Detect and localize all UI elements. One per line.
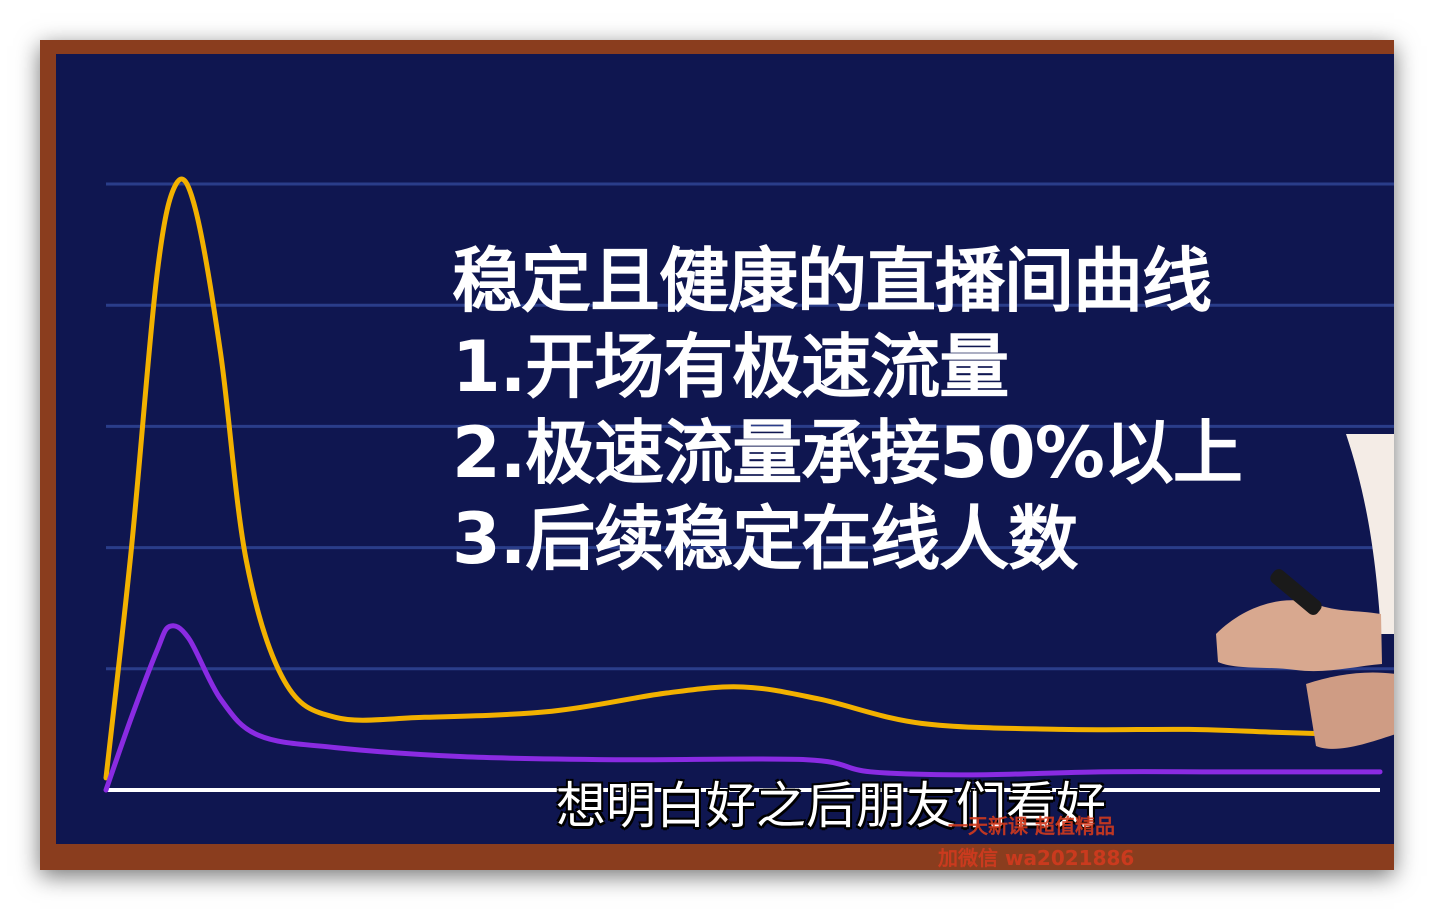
chalkboard: 稳定且健康的直播间曲线 1.开场有极速流量 2.极速流量承接50%以上 3.后续…	[56, 54, 1394, 844]
slide-title: 稳定且健康的直播间曲线	[452, 240, 1212, 322]
slide-text: 稳定且健康的直播间曲线 1.开场有极速流量 2.极速流量承接50%以上 3.后续…	[452, 238, 1243, 582]
watermark-line-1: 一天新课 超值精品	[948, 814, 1115, 838]
slide-point-3: 3.后续稳定在线人数	[452, 498, 1078, 580]
watermark-line-2: 加微信 wa2021886	[938, 846, 1135, 870]
presenter-hands-image	[1216, 434, 1394, 749]
line-chart	[103, 176, 1394, 793]
video-subtitle: 想明白好之后朋友们看好	[556, 777, 1106, 835]
series-line-purple	[103, 623, 1383, 793]
slide-point-2: 2.极速流量承接50%以上	[452, 412, 1243, 494]
slide-point-1: 1.开场有极速流量	[452, 326, 1009, 408]
series-line-orange	[103, 176, 1383, 781]
